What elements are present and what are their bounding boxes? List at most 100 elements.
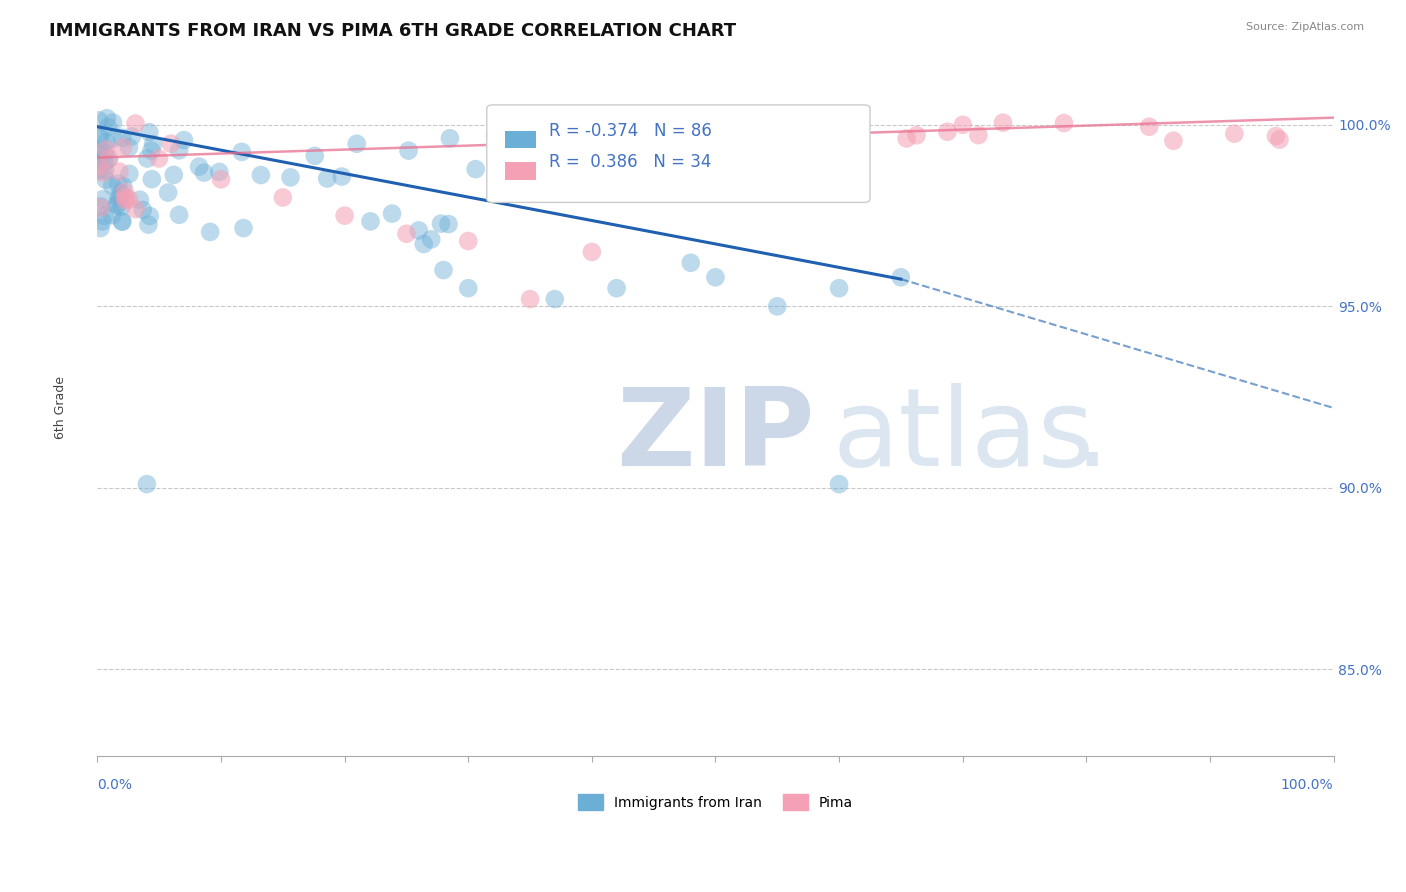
Point: [141, 144, 163, 158]
Point: [87, 163, 110, 178]
Point: [118, 140, 141, 154]
Point: [1053, 116, 1076, 130]
Point: [408, 223, 430, 237]
Text: Source: ZipAtlas.com: Source: ZipAtlas.com: [1246, 22, 1364, 32]
Point: [142, 137, 165, 152]
Point: [704, 270, 727, 285]
Text: ZIP: ZIP: [617, 383, 815, 489]
Point: [93, 209, 115, 223]
Point: [91, 214, 114, 228]
Point: [97, 120, 120, 135]
Point: [101, 178, 124, 193]
Point: [96, 112, 118, 126]
Point: [91, 192, 114, 206]
Point: [828, 281, 851, 295]
Point: [111, 214, 134, 228]
Legend: Immigrants from Iran, Pima: Immigrants from Iran, Pima: [572, 789, 859, 815]
Point: [766, 299, 789, 313]
Point: [121, 129, 143, 144]
Point: [544, 292, 567, 306]
FancyBboxPatch shape: [505, 131, 536, 148]
Point: [108, 164, 131, 178]
Point: [432, 263, 454, 277]
Point: [90, 199, 112, 213]
Point: [97, 153, 120, 167]
Point: [346, 136, 368, 151]
Point: [141, 172, 163, 186]
Point: [905, 128, 928, 143]
Point: [110, 200, 132, 214]
Point: [167, 144, 190, 158]
Point: [457, 234, 479, 248]
Point: [114, 185, 136, 199]
Point: [105, 197, 128, 211]
Point: [232, 221, 254, 235]
Point: [124, 202, 146, 216]
Point: [333, 209, 356, 223]
Point: [89, 160, 111, 174]
Point: [1268, 133, 1291, 147]
Text: atlas: atlas: [832, 383, 1095, 489]
Text: 6th Grade: 6th Grade: [53, 376, 66, 440]
Text: R = -0.374   N = 86: R = -0.374 N = 86: [548, 121, 711, 140]
Text: IMMIGRANTS FROM IRAN VS PIMA 6TH GRADE CORRELATION CHART: IMMIGRANTS FROM IRAN VS PIMA 6TH GRADE C…: [49, 22, 737, 40]
Point: [87, 113, 110, 128]
Point: [103, 131, 125, 145]
Point: [94, 146, 117, 161]
Point: [381, 206, 404, 220]
Point: [89, 130, 111, 145]
Point: [679, 256, 702, 270]
Point: [464, 162, 486, 177]
Point: [193, 166, 215, 180]
Point: [316, 171, 339, 186]
Point: [89, 221, 111, 235]
Point: [1137, 120, 1160, 134]
Point: [107, 192, 129, 206]
Point: [209, 172, 232, 186]
Point: [87, 146, 110, 161]
Point: [101, 208, 124, 222]
Point: [107, 198, 129, 212]
Point: [114, 190, 136, 204]
Point: [138, 125, 160, 139]
FancyBboxPatch shape: [486, 105, 870, 202]
Point: [1265, 129, 1288, 144]
Point: [1163, 134, 1185, 148]
Point: [967, 128, 990, 142]
Point: [991, 115, 1014, 129]
Point: [110, 190, 132, 204]
Point: [952, 118, 974, 132]
Point: [136, 152, 159, 166]
Point: [330, 169, 353, 184]
Point: [112, 179, 135, 194]
Point: [1223, 127, 1246, 141]
Point: [208, 165, 231, 179]
Point: [135, 477, 157, 491]
Point: [360, 214, 382, 228]
Point: [412, 237, 434, 252]
Point: [581, 244, 603, 259]
Text: R =  0.386   N = 34: R = 0.386 N = 34: [548, 153, 711, 171]
Point: [94, 155, 117, 169]
Point: [160, 136, 183, 151]
Point: [128, 193, 150, 207]
Text: 100.0%: 100.0%: [1281, 778, 1333, 792]
Point: [124, 116, 146, 130]
Point: [94, 163, 117, 178]
Point: [111, 215, 134, 229]
Point: [484, 129, 506, 144]
Point: [112, 140, 135, 154]
Point: [439, 131, 461, 145]
Point: [148, 152, 170, 166]
Point: [457, 281, 479, 295]
Point: [280, 170, 302, 185]
Point: [271, 190, 294, 204]
Point: [91, 166, 114, 180]
Point: [107, 177, 129, 191]
Point: [828, 477, 851, 491]
Point: [936, 125, 959, 139]
Point: [87, 128, 110, 142]
Point: [519, 292, 541, 306]
Point: [606, 281, 628, 295]
Point: [118, 193, 141, 207]
